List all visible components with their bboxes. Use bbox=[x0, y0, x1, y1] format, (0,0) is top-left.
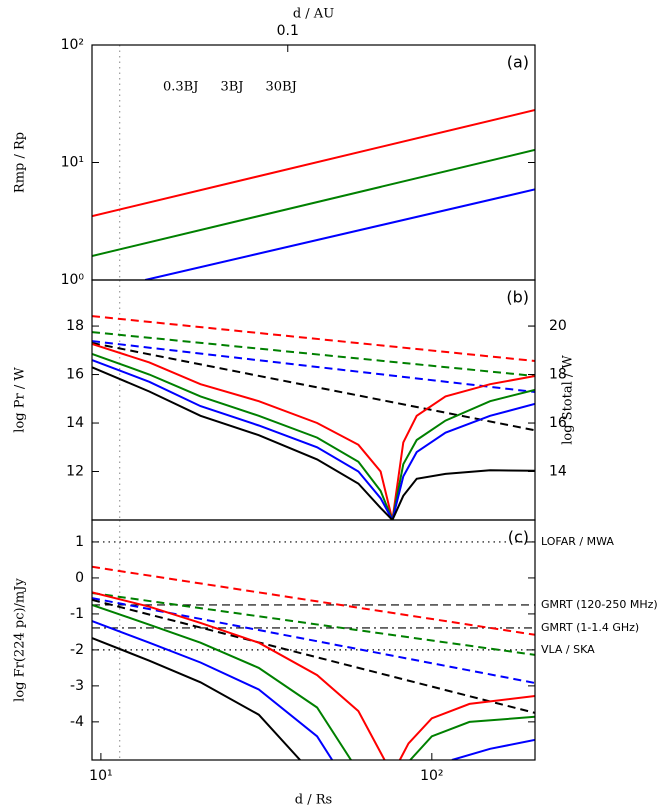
x2-axis-label: d / AU bbox=[293, 7, 334, 22]
x-tick-label: 10² bbox=[420, 768, 443, 784]
y-tick-label: 16 bbox=[66, 367, 84, 383]
plot-area bbox=[92, 45, 535, 280]
legend-entry: 3BJ bbox=[220, 80, 243, 95]
data-line bbox=[92, 109, 535, 218]
panel-label: (b) bbox=[506, 288, 529, 307]
y2-axis-label: log Stotal / W bbox=[561, 355, 576, 445]
axes-frame bbox=[91, 279, 536, 521]
data-line bbox=[92, 315, 535, 362]
y-tick-label: -1 bbox=[70, 606, 84, 622]
data-line bbox=[92, 591, 535, 760]
plot-area bbox=[92, 520, 535, 760]
data-line bbox=[92, 148, 535, 257]
data-line bbox=[92, 331, 535, 377]
x-axis-label: d / Rs bbox=[295, 793, 332, 808]
panel-label: (c) bbox=[508, 528, 529, 547]
data-line bbox=[92, 340, 535, 393]
sensitivity-label: GMRT (120-250 MHz) bbox=[541, 598, 658, 611]
y-tick-label: 12 bbox=[66, 464, 84, 480]
data-line bbox=[92, 565, 535, 636]
data-line bbox=[92, 359, 535, 520]
axes-frame bbox=[91, 519, 536, 761]
x-tick-label: 10¹ bbox=[89, 768, 112, 784]
y-axis-label: Rmp / Rp bbox=[13, 132, 28, 193]
data-line bbox=[92, 620, 535, 760]
plot-area bbox=[92, 280, 535, 520]
data-line bbox=[92, 598, 535, 714]
y-tick-label: -4 bbox=[70, 714, 84, 730]
y-tick-label: 1 bbox=[75, 534, 84, 550]
data-line bbox=[92, 592, 535, 656]
y-tick-label: -2 bbox=[70, 642, 84, 658]
panel-label: (a) bbox=[507, 53, 529, 72]
sensitivity-label: GMRT (1-1.4 GHz) bbox=[541, 621, 639, 634]
sensitivity-label: LOFAR / MWA bbox=[541, 535, 614, 548]
sensitivity-label: VLA / SKA bbox=[541, 643, 595, 656]
y-tick-label: 10¹ bbox=[61, 155, 84, 171]
data-line bbox=[92, 366, 535, 520]
y2-tick-label: 16 bbox=[549, 415, 567, 431]
legend-entry: 30BJ bbox=[266, 80, 297, 95]
y2-tick-label: 14 bbox=[549, 464, 567, 480]
data-line bbox=[92, 352, 535, 520]
data-line bbox=[144, 188, 535, 280]
y-tick-label: 14 bbox=[66, 415, 84, 431]
legend-entry: 0.3BJ bbox=[163, 80, 198, 95]
data-line bbox=[92, 343, 535, 520]
y-tick-label: -3 bbox=[70, 678, 84, 694]
y-tick-label: 10⁰ bbox=[61, 272, 85, 288]
y-axis-label: log Pr / W bbox=[13, 367, 28, 433]
y-tick-label: 18 bbox=[66, 318, 84, 334]
x2-tick-label: 0.1 bbox=[277, 23, 299, 39]
y-tick-label: 0 bbox=[75, 570, 84, 586]
y-tick-label: 10² bbox=[61, 37, 84, 53]
y2-tick-label: 20 bbox=[549, 318, 567, 334]
data-line bbox=[92, 637, 301, 760]
y2-tick-label: 18 bbox=[549, 367, 567, 383]
data-line bbox=[92, 603, 535, 760]
data-line bbox=[92, 597, 535, 684]
y-axis-label: log Fr(224 pc)/mJy bbox=[13, 578, 28, 702]
data-line bbox=[92, 342, 535, 432]
